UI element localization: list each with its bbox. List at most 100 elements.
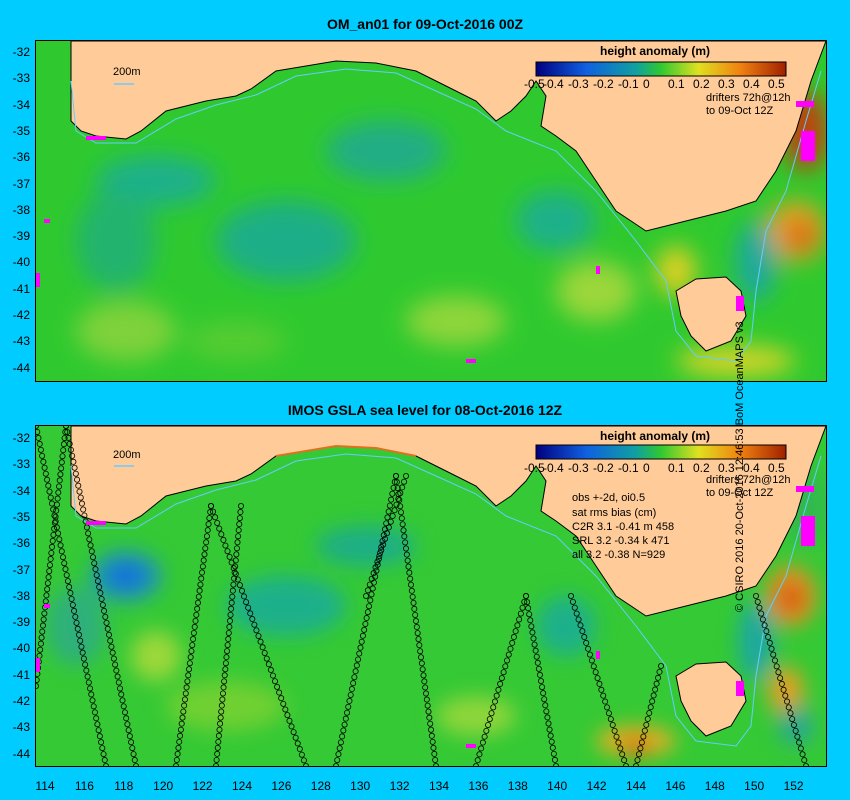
- altimeter-observation: [84, 673, 91, 680]
- altimeter-observation: [39, 628, 46, 635]
- altimeter-observation: [233, 551, 240, 558]
- altimeter-observation: [59, 453, 66, 460]
- altimeter-observation: [298, 751, 305, 758]
- altimeter-observation: [759, 616, 766, 623]
- altimeter-observation: [397, 509, 404, 516]
- altimeter-observation: [207, 503, 214, 510]
- lat-tick-label: -41: [12, 281, 30, 296]
- altimeter-observation: [86, 536, 93, 543]
- altimeter-observation: [63, 572, 70, 579]
- altimeter-observation: [773, 663, 780, 670]
- altimeter-observation: [182, 690, 189, 697]
- altimeter-observation: [280, 700, 287, 707]
- altimeter-observation: [579, 628, 586, 635]
- altimeter-observation: [568, 592, 575, 599]
- altimeter-observation: [70, 458, 77, 465]
- altimeter-observation: [417, 648, 424, 655]
- altimeter-observation: [225, 636, 232, 643]
- altimeter-observation: [58, 548, 65, 555]
- top-map-panel: [35, 40, 827, 382]
- altimeter-observation: [221, 672, 228, 679]
- altimeter-observation: [101, 607, 108, 614]
- altimeter-observation: [407, 575, 414, 582]
- altimeter-observation: [56, 477, 63, 484]
- altimeter-observation: [82, 661, 89, 668]
- lon-tick-label: 134: [428, 779, 450, 793]
- altimeter-observation: [590, 663, 597, 670]
- lon-tick-label: 144: [625, 779, 647, 793]
- altimeter-observation: [203, 539, 210, 546]
- altimeter-observation: [229, 593, 236, 600]
- altimeter-observation: [96, 733, 103, 740]
- altimeter-observation: [247, 610, 254, 617]
- altimeter-observation: [104, 625, 111, 632]
- altimeter-observation: [191, 623, 198, 630]
- altimeter-observation: [214, 750, 221, 757]
- altimeter-observation: [770, 651, 777, 658]
- altimeter-observation: [230, 581, 237, 588]
- altimeter-observation: [358, 638, 365, 645]
- altimeter-observation: [236, 515, 243, 522]
- top-drifter-note-2: to 09-Oct 12Z: [706, 105, 774, 117]
- altimeter-observation: [346, 697, 353, 704]
- altimeter-observation: [286, 717, 293, 724]
- altimeter-observation: [422, 684, 429, 691]
- altimeter-observation: [510, 634, 517, 641]
- altimeter-observation: [524, 599, 531, 606]
- altimeter-observation: [214, 744, 221, 751]
- altimeter-observation: [366, 581, 373, 588]
- altimeter-observation: [115, 679, 122, 686]
- altimeter-observation: [224, 548, 231, 555]
- altimeter-observation: [74, 625, 81, 632]
- altimeter-observation: [753, 592, 760, 599]
- altimeter-observation: [634, 757, 641, 764]
- top-map-canvas: [36, 41, 826, 381]
- altimeter-observation: [637, 745, 644, 752]
- altimeter-observation: [102, 613, 109, 620]
- altimeter-observation: [387, 518, 394, 525]
- altimeter-observation: [222, 542, 229, 549]
- altimeter-observation: [81, 512, 88, 519]
- altimeter-observation: [219, 696, 226, 703]
- altimeter-observation: [87, 542, 94, 549]
- altimeter-observation: [49, 537, 56, 544]
- altimeter-observation: [61, 560, 68, 567]
- altimeter-observation: [378, 547, 385, 554]
- altimeter-observation: [368, 575, 375, 582]
- altimeter-observation: [76, 488, 83, 495]
- top-colorbar-title: height anomaly (m): [600, 44, 711, 58]
- altimeter-observation: [44, 476, 51, 483]
- altimeter-observation: [417, 654, 424, 661]
- altimeter-observation: [36, 683, 39, 689]
- altimeter-observation: [210, 508, 217, 515]
- altimeter-observation: [393, 501, 400, 508]
- altimeter-observation: [542, 702, 549, 709]
- altimeter-observation: [352, 668, 359, 675]
- altimeter-observation: [586, 651, 593, 658]
- altimeter-observation: [431, 750, 438, 757]
- altimeter-observation: [177, 732, 184, 739]
- altimeter-observation: [427, 720, 434, 727]
- lat-tick-label: -36: [12, 150, 30, 165]
- altimeter-observation: [91, 709, 98, 716]
- altimeter-observation: [123, 715, 130, 722]
- altimeter-observation: [391, 478, 398, 485]
- altimeter-observation: [344, 709, 351, 716]
- altimeter-observation: [251, 621, 258, 628]
- altimeter-observation: [399, 484, 406, 491]
- altimeter-observation: [380, 532, 387, 539]
- altimeter-observation: [234, 576, 241, 583]
- lon-tick-label: 118: [114, 779, 134, 793]
- altimeter-observation: [551, 756, 558, 763]
- altimeter-observation: [237, 509, 244, 516]
- lat-tick-label: -34: [12, 97, 30, 112]
- colorbar-tick-label: -0.1: [618, 77, 639, 91]
- altimeter-observation: [649, 698, 656, 705]
- altimeter-observation: [356, 650, 363, 657]
- altimeter-observation: [526, 611, 533, 618]
- altimeter-observation: [38, 634, 45, 641]
- altimeter-observation: [272, 678, 279, 685]
- altimeter-observation: [364, 587, 371, 594]
- altimeter-observation: [543, 708, 550, 715]
- altimeter-observation: [216, 525, 223, 532]
